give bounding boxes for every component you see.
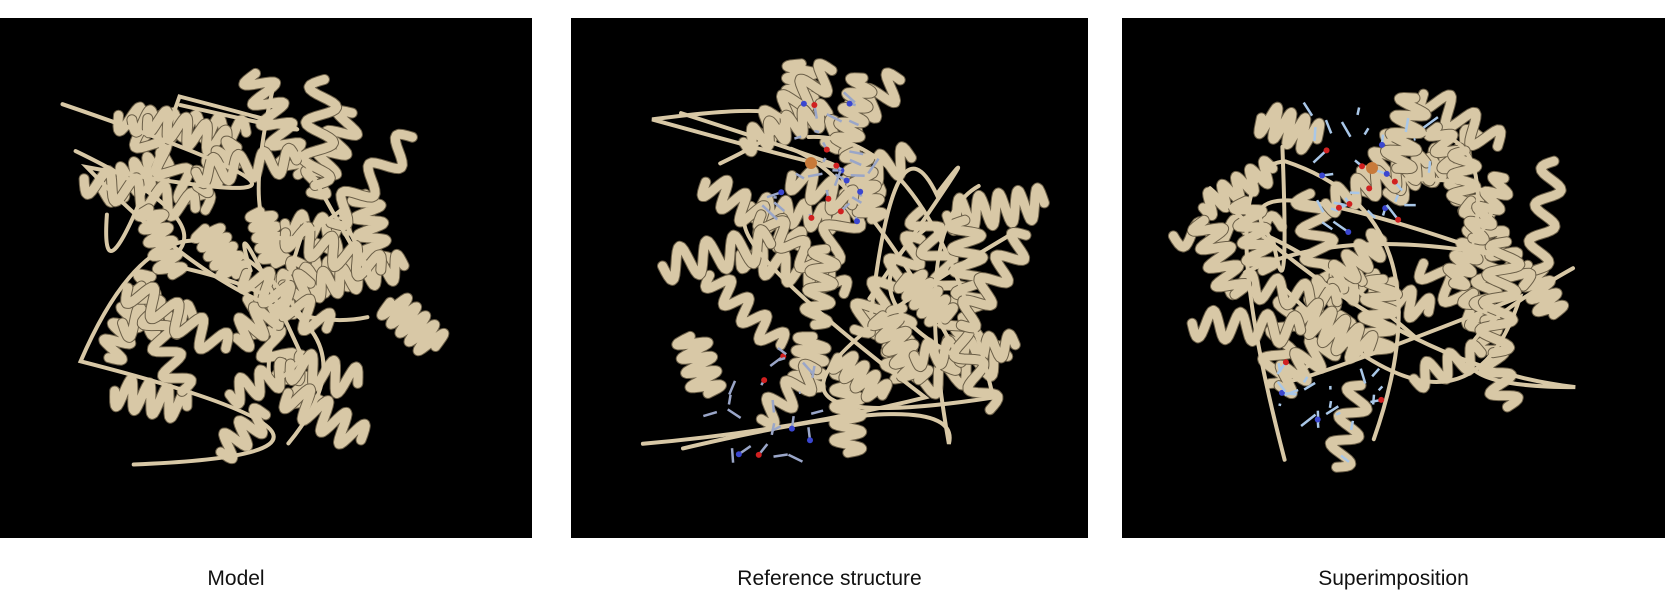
superimposition-image — [1122, 18, 1665, 538]
model-caption: Model — [207, 567, 265, 590]
reference-structure-image — [571, 18, 1088, 538]
reference-caption: Reference structure — [737, 567, 922, 590]
reference-ribbon-render — [640, 58, 1050, 463]
model-ribbon-render — [60, 67, 450, 467]
superimposition-caption: Superimposition — [1318, 567, 1469, 590]
model-structure-image — [0, 18, 532, 538]
superimposition-ribbon-render — [1167, 88, 1576, 473]
